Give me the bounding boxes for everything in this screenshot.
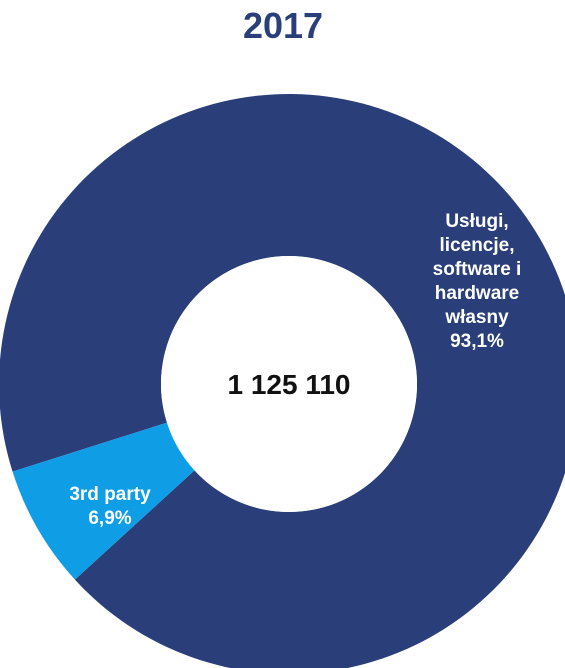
- slice-label-line-0-2: software i: [433, 259, 522, 280]
- donut-center-total: 1 125 110: [227, 369, 350, 400]
- donut-slices: [0, 94, 565, 668]
- slice-value-label-1: 6,9%: [88, 508, 131, 529]
- donut-hole: [161, 256, 417, 512]
- slice-labels: Usługi, licencje, software i hardware własny…: [69, 211, 521, 529]
- slice-label-line-0-4: własny: [444, 307, 509, 328]
- slice-label-line-0-1: licencje,: [440, 235, 515, 256]
- slice-label-1: 3rd party 6,9%: [69, 484, 151, 529]
- slice-value-label-0: 93,1%: [450, 331, 504, 352]
- slice-label-line-0-0: Usługi,: [445, 211, 508, 232]
- slice-label-0: Usługi, licencje, software i hardware własny…: [433, 211, 522, 352]
- slice-0: [0, 94, 565, 668]
- slice-1: [12, 422, 195, 580]
- chart-title: 2017: [243, 5, 323, 46]
- slice-label-line-0-3: hardware: [435, 283, 519, 304]
- slice-label-line-1-0: 3rd party: [69, 484, 151, 505]
